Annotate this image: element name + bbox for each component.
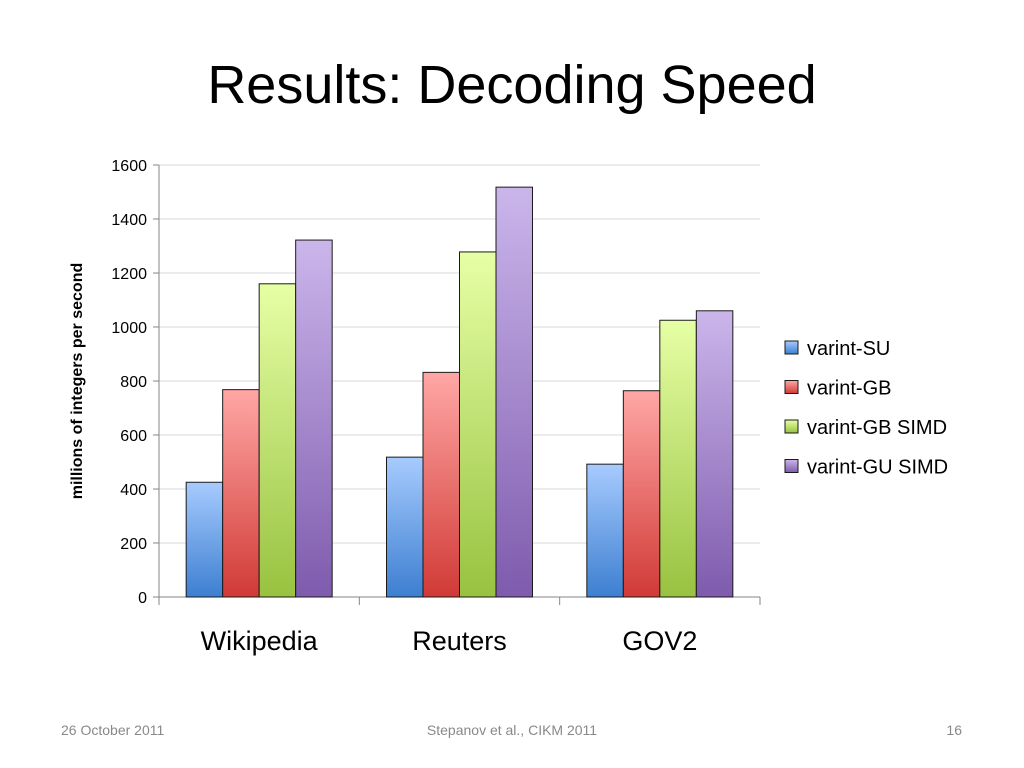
- bar-varint-gu-simd-reuters: [495, 186, 533, 598]
- bar-varint-gb-wikipedia: [222, 389, 260, 598]
- y-tick-label: 1600: [111, 158, 147, 175]
- y-tick-label: 1400: [111, 212, 147, 229]
- legend-swatch: [784, 340, 799, 355]
- bar-varint-su-gov2: [586, 463, 624, 598]
- x-category-label: Wikipedia: [201, 626, 319, 656]
- y-tick-label: 1000: [111, 320, 147, 337]
- bar-varint-gu-simd-wikipedia: [295, 239, 333, 598]
- legend-swatch: [784, 459, 799, 473]
- bar-varint-gb-simd-reuters: [459, 251, 497, 598]
- legend-label: varint-SU: [807, 338, 890, 360]
- footer-page-number: 16: [946, 722, 962, 738]
- chart-legend: varint-SU varint-GB varint-GB SIMD varint-G…: [784, 338, 948, 479]
- x-category-label: Reuters: [412, 626, 507, 656]
- chart-labels: 0 200 400 600 800 1000 1200 1400 1600 Wikipedia Re…: [69, 158, 697, 656]
- legend-label: varint-GB: [807, 378, 891, 400]
- y-tick-label: 800: [120, 374, 147, 391]
- legend-swatch: [784, 380, 799, 394]
- x-category-label: GOV2: [622, 626, 697, 656]
- legend-swatch: [784, 419, 799, 434]
- slide-title: Results: Decoding Speed: [207, 55, 817, 115]
- bar-varint-su-wikipedia: [185, 481, 224, 598]
- y-tick-label: 1200: [111, 266, 147, 283]
- footer-date: 26 October 2011: [61, 722, 165, 738]
- legend-label: varint-GB SIMD: [807, 417, 947, 439]
- bar-varint-gb-gov2: [622, 390, 661, 598]
- legend-label: varint-GU SIMD: [807, 457, 948, 479]
- y-tick-label: 200: [120, 536, 147, 553]
- y-tick-label: 400: [120, 482, 147, 499]
- bar-varint-gu-simd-gov2: [695, 310, 734, 598]
- y-tick-label: 600: [120, 428, 147, 445]
- chart-bars: [185, 186, 734, 598]
- footer-citation: Stepanov et al., CIKM 2011: [426, 722, 598, 738]
- bar-varint-gb-simd-gov2: [659, 319, 697, 598]
- y-tick-label: 0: [138, 590, 147, 607]
- bar-varint-gb-simd-wikipedia: [258, 283, 297, 598]
- bar-varint-gb-reuters: [422, 371, 460, 598]
- bar-varint-su-reuters: [386, 456, 424, 598]
- y-axis-title: millions of integers per second: [69, 263, 86, 500]
